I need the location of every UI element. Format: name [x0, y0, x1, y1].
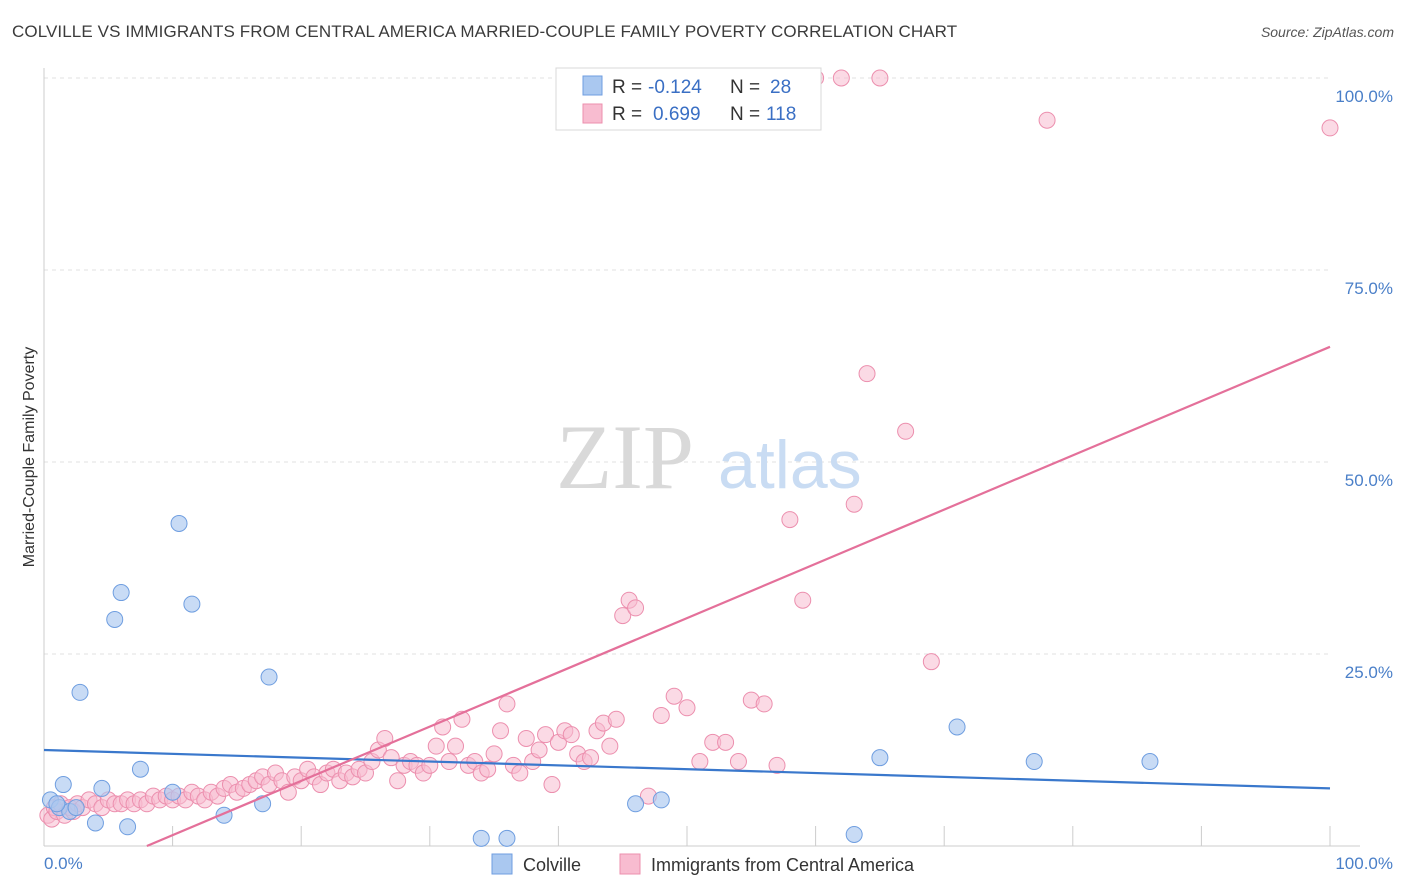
- legend-n-value-1: 28: [770, 77, 791, 98]
- colville-point: [498, 829, 516, 847]
- x-axis-ticks: [172, 826, 1331, 846]
- immigrants-point: [781, 511, 799, 529]
- immigrants-point: [1321, 119, 1339, 137]
- legend-swatch-colville: [582, 75, 603, 96]
- colville-point: [54, 776, 72, 794]
- immigrants-point: [389, 772, 407, 790]
- bottom-legend-label-colville: Colville: [523, 855, 581, 875]
- colville-point: [67, 799, 85, 817]
- series-legend: Colville Immigrants from Central America: [491, 853, 915, 875]
- immigrants-point: [537, 726, 555, 744]
- immigrants-point: [543, 776, 561, 794]
- y-axis-label: Married-Couple Family Poverty: [21, 347, 38, 568]
- legend-n-label-1: N =: [730, 77, 760, 98]
- colville-point: [948, 718, 966, 736]
- watermark-atlas: atlas: [718, 427, 862, 503]
- immigrants-trend-line: [146, 345, 1331, 848]
- colville-point: [106, 610, 124, 628]
- immigrants-point: [382, 749, 400, 767]
- colville-trend-line: [43, 748, 1331, 790]
- immigrants-point: [427, 737, 445, 755]
- colville-point: [871, 749, 889, 767]
- colville-point: [472, 829, 490, 847]
- legend-r-value-2: 0.699: [653, 104, 701, 125]
- bottom-legend-swatch-colville: [491, 853, 513, 875]
- immigrants-point: [871, 69, 889, 87]
- grid-lines: [44, 77, 1330, 655]
- immigrants-point: [768, 756, 786, 774]
- immigrants-point: [897, 422, 915, 440]
- immigrants-point: [794, 591, 812, 609]
- immigrants-point: [627, 599, 645, 617]
- immigrants-point: [421, 756, 439, 774]
- bottom-legend-swatch-immigrants: [619, 853, 641, 875]
- bottom-legend-label-immigrants: Immigrants from Central America: [651, 855, 915, 875]
- legend-n-value-2: 118: [766, 104, 796, 125]
- immigrants-point: [717, 733, 735, 751]
- source-label: Source: ZipAtlas.com: [1260, 24, 1394, 40]
- immigrants-point: [479, 760, 497, 778]
- legend-swatch-immigrants: [582, 103, 603, 124]
- colville-point: [131, 760, 149, 778]
- legend-r-label-1: R =: [612, 77, 642, 98]
- colville-points: [41, 514, 1159, 847]
- colville-point: [652, 791, 670, 809]
- colville-point: [170, 514, 188, 532]
- colville-point: [112, 584, 130, 602]
- immigrants-point: [447, 737, 465, 755]
- colville-point: [627, 795, 645, 813]
- immigrants-point: [652, 706, 670, 724]
- immigrants-point: [858, 365, 876, 383]
- immigrants-point: [729, 753, 747, 771]
- y-tick-label: 25.0%: [1345, 663, 1393, 682]
- immigrants-point: [832, 69, 850, 87]
- colville-point: [86, 814, 104, 832]
- immigrants-point: [492, 722, 510, 740]
- immigrants-point: [845, 495, 863, 513]
- colville-point: [183, 595, 201, 613]
- colville-point: [845, 825, 863, 843]
- immigrants-point: [511, 764, 529, 782]
- x-tick-label-min: 0.0%: [44, 854, 83, 873]
- colville-point: [119, 818, 137, 836]
- immigrants-point: [517, 729, 535, 747]
- immigrants-point: [530, 741, 548, 759]
- immigrants-point: [1038, 111, 1056, 129]
- immigrants-point: [562, 726, 580, 744]
- immigrants-point: [607, 710, 625, 728]
- immigrants-point: [485, 745, 503, 763]
- y-tick-label: 50.0%: [1345, 471, 1393, 490]
- immigrants-point: [582, 749, 600, 767]
- colville-point: [1025, 753, 1043, 771]
- immigrants-point: [601, 737, 619, 755]
- watermark-zip: ZIP: [556, 406, 694, 508]
- y-tick-label: 100.0%: [1335, 87, 1393, 106]
- immigrants-point: [614, 607, 632, 625]
- y-tick-labels: 25.0% 50.0% 75.0% 100.0%: [1335, 87, 1393, 682]
- immigrants-point: [665, 687, 683, 705]
- legend-n-label-2: N =: [730, 104, 760, 125]
- legend-r-label-2: R =: [612, 104, 642, 125]
- colville-point: [1141, 753, 1159, 771]
- correlation-legend: R = -0.124 N = 28 R = 0.699 N = 118: [555, 67, 822, 131]
- colville-point: [164, 783, 182, 801]
- colville-point: [260, 668, 278, 686]
- colville-point: [48, 795, 66, 813]
- immigrants-point: [678, 699, 696, 717]
- y-tick-label: 75.0%: [1345, 279, 1393, 298]
- x-tick-label-max: 100.0%: [1335, 854, 1393, 873]
- chart-title: COLVILLE VS IMMIGRANTS FROM CENTRAL AMER…: [12, 22, 958, 41]
- colville-point: [93, 779, 111, 797]
- immigrants-point: [922, 653, 940, 671]
- colville-point: [71, 683, 89, 701]
- trend-lines: [43, 345, 1331, 848]
- legend-r-value-1: -0.124: [648, 77, 702, 98]
- immigrants-point: [691, 753, 709, 771]
- immigrants-point: [755, 695, 773, 713]
- immigrants-point: [498, 695, 516, 713]
